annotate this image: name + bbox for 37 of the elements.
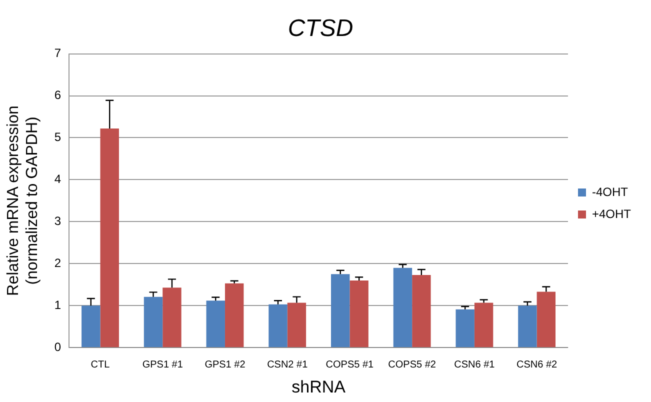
chart-title: CTSD <box>288 15 354 42</box>
y-tick-label: 5 <box>54 130 62 144</box>
x-tick-label: CSN6 #1 <box>454 359 496 370</box>
bar <box>331 274 350 348</box>
x-axis-title: shRNA <box>292 377 346 396</box>
bar <box>206 300 225 348</box>
y-tick-label: 2 <box>54 256 62 270</box>
y-tick-label: 3 <box>54 214 62 228</box>
bar <box>162 288 182 348</box>
bar <box>100 128 119 348</box>
x-tick-label: GPS1 #1 <box>142 359 184 370</box>
bar <box>393 268 412 348</box>
y-tick-label: 4 <box>54 172 62 186</box>
bar <box>82 306 100 348</box>
x-tick-label: GPS1 #2 <box>204 359 246 370</box>
bar <box>144 296 163 348</box>
y-tick-label: 1 <box>54 298 62 312</box>
x-tick-label: COPS5 #2 <box>388 359 436 370</box>
bar <box>518 306 537 348</box>
x-tick-label: CSN2 #1 <box>267 359 308 370</box>
bar <box>456 309 474 348</box>
bar <box>536 292 556 348</box>
bar <box>287 302 306 348</box>
bar <box>474 302 494 348</box>
legend-label: -4OHT <box>592 184 629 199</box>
x-tick-label: CSN6 #2 <box>516 359 558 370</box>
legend-label: +4OHT <box>592 206 632 221</box>
y-tick-label: 0 <box>54 340 62 354</box>
y-tick-label: 7 <box>54 46 62 60</box>
y-tick-label: 6 <box>54 88 62 102</box>
bar <box>268 304 288 348</box>
x-tick-label: COPS5 #1 <box>326 359 374 370</box>
bar <box>350 280 368 348</box>
bar <box>412 274 431 348</box>
x-tick-label: CTL <box>90 359 110 370</box>
bar <box>224 283 244 348</box>
y-axis-title: Relative mRNA expression (normalized to GAPDH) <box>5 106 42 296</box>
